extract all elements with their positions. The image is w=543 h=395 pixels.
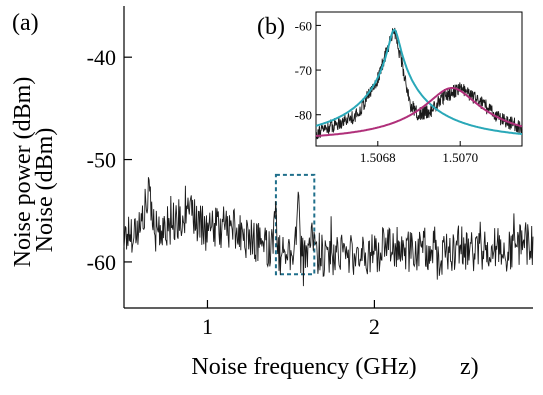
- inset-frame: [315, 11, 523, 147]
- inset-y-tick-label: -60: [295, 18, 312, 33]
- panel-b-label: (b): [257, 14, 285, 40]
- inset-x-tick-label: 1.5068: [360, 150, 396, 165]
- y-axis-label: Noise power (dBm): [10, 77, 36, 268]
- inset-fit-line-cyan: [315, 28, 522, 135]
- inset-fit-line-magenta: [315, 87, 523, 137]
- main-x-tick-label: 1: [202, 314, 213, 339]
- main-y-ticks: -40 -50 -60: [87, 45, 132, 275]
- inset-panel: -60 -70 -80 1.5068 1.5070 (b): [257, 11, 523, 165]
- inset-x-ticks: 1.5068 1.5070: [360, 141, 478, 165]
- inset-y-ticks: -60 -70 -80: [295, 18, 321, 123]
- inset-y-tick-label: -70: [295, 63, 312, 78]
- inset-x-tick-label: 1.5070: [442, 150, 478, 165]
- main-x-tick-label: 2: [369, 314, 380, 339]
- inset-y-tick-label: -80: [295, 108, 312, 123]
- highlight-box: [274, 173, 316, 276]
- main-y-tick-label: -50: [87, 148, 116, 173]
- main-y-tick-label: -40: [87, 45, 116, 70]
- noise-spectrum-line: [123, 177, 534, 287]
- x-axis-label-ghost: z): [460, 354, 479, 380]
- main-y-tick-label: -60: [87, 250, 116, 275]
- inset-measured-line: [315, 27, 523, 140]
- x-axis-label: Noise frequency (GHz): [191, 354, 416, 380]
- y-axis-label-ghost: Noise (dBm): [32, 128, 58, 253]
- panel-a-label: (a): [12, 10, 39, 36]
